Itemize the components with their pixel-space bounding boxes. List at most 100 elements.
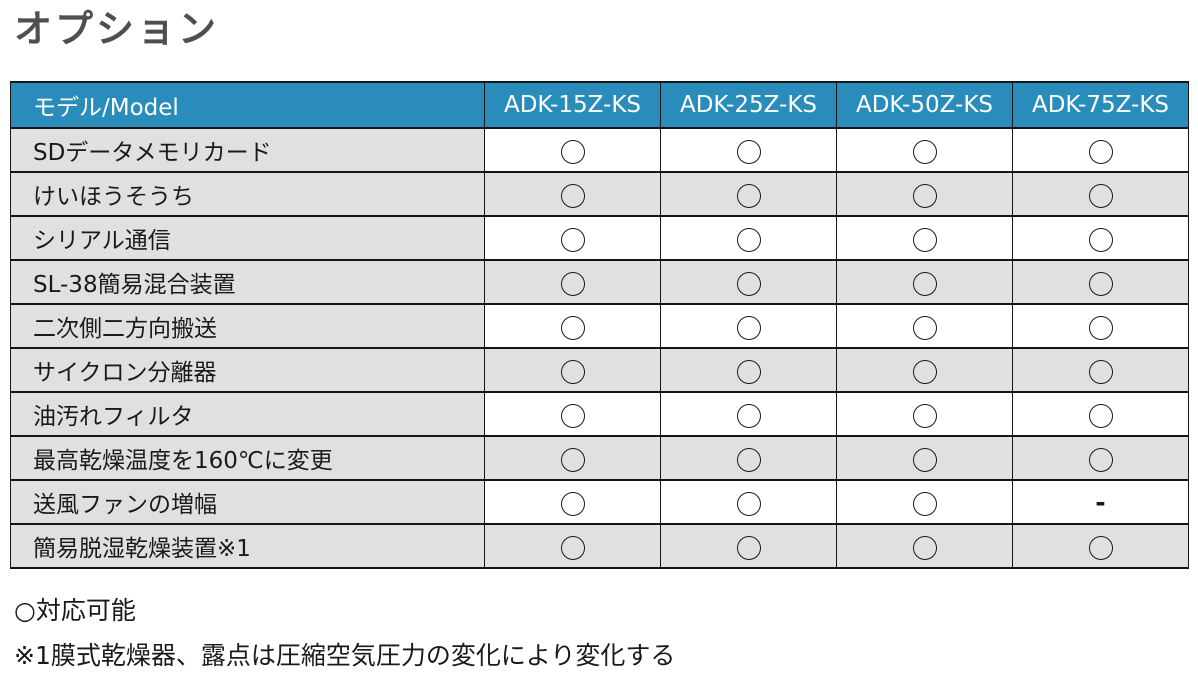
circle-available-icon <box>912 403 937 428</box>
cell-available <box>1012 347 1189 393</box>
table-row: 最高乾燥温度を160℃に変更 <box>10 435 1189 481</box>
page-title: オプション <box>14 7 220 51</box>
circle-available-icon <box>912 447 937 472</box>
legend-note: ※1膜式乾燥器、露点は圧縮空気圧力の変化により変化する <box>14 641 676 670</box>
cell-not-available: - <box>1012 479 1189 525</box>
cell-available <box>836 347 1013 393</box>
cell-available <box>836 215 1013 261</box>
table-row: けいほうそうち <box>10 171 1189 217</box>
cell-available <box>484 127 661 173</box>
legend: ○対応可能 ※1膜式乾燥器、露点は圧縮空気圧力の変化により変化する <box>14 594 1198 672</box>
cell-available <box>660 523 837 569</box>
circle-available-icon <box>1088 271 1113 296</box>
header-adk-75z-ks: ADK-75Z-KS <box>1012 81 1189 129</box>
circle-available-icon <box>912 491 937 516</box>
cell-available <box>484 303 661 349</box>
cell-available <box>836 171 1013 217</box>
header-adk-50z-ks: ADK-50Z-KS <box>836 81 1013 129</box>
cell-available <box>1012 127 1189 173</box>
cell-available <box>1012 435 1189 481</box>
cell-available <box>660 259 837 305</box>
cell-available <box>836 523 1013 569</box>
row-label: 送風ファンの増幅 <box>10 479 485 525</box>
circle-available-icon <box>560 227 585 252</box>
table-body: SDデータメモリカード けいほうそうち シリアル通信 SL-38簡易混合装置 二次側二方… <box>10 127 1189 569</box>
circle-available-icon <box>1088 227 1113 252</box>
row-label: SL-38簡易混合装置 <box>10 259 485 305</box>
row-label: 二次側二方向搬送 <box>10 303 485 349</box>
circle-available-icon <box>736 535 761 560</box>
cell-available <box>1012 523 1189 569</box>
cell-available <box>836 259 1013 305</box>
circle-available-icon <box>560 139 585 164</box>
cell-available <box>484 347 661 393</box>
circle-available-icon <box>736 271 761 296</box>
cell-available <box>660 479 837 525</box>
table-row: 油汚れフィルタ <box>10 391 1189 437</box>
row-label: シリアル通信 <box>10 215 485 261</box>
circle-available-icon <box>1088 403 1113 428</box>
circle-available-icon <box>912 271 937 296</box>
circle-available-icon <box>912 227 937 252</box>
cell-available <box>1012 215 1189 261</box>
options-table: モデル/Model ADK-15Z-KS ADK-25Z-KS ADK-50Z-KS A… <box>10 81 1189 569</box>
table-header: モデル/Model ADK-15Z-KS ADK-25Z-KS ADK-50Z-KS A… <box>10 81 1189 129</box>
circle-available-icon <box>1088 447 1113 472</box>
header-model: モデル/Model <box>10 81 485 129</box>
header-adk-15z-ks: ADK-15Z-KS <box>484 81 661 129</box>
cell-available <box>660 391 837 437</box>
circle-available-icon <box>912 139 937 164</box>
cell-available <box>836 127 1013 173</box>
cell-available <box>836 303 1013 349</box>
circle-available-icon <box>560 359 585 384</box>
cell-available <box>660 215 837 261</box>
table-row: 二次側二方向搬送 <box>10 303 1189 349</box>
row-label: SDデータメモリカード <box>10 127 485 173</box>
circle-available-icon <box>560 447 585 472</box>
circle-available-icon <box>736 403 761 428</box>
cell-available <box>836 391 1013 437</box>
circle-available-icon <box>1088 139 1113 164</box>
cell-available <box>1012 391 1189 437</box>
cell-available <box>484 479 661 525</box>
circle-available-icon <box>736 491 761 516</box>
circle-available-icon <box>1088 359 1113 384</box>
circle-available-icon <box>736 447 761 472</box>
cell-available <box>660 171 837 217</box>
circle-available-icon <box>736 227 761 252</box>
circle-available-icon <box>560 491 585 516</box>
circle-available-icon <box>912 535 937 560</box>
cell-available <box>1012 171 1189 217</box>
cell-available <box>836 479 1013 525</box>
circle-available-icon <box>560 183 585 208</box>
table-row: SL-38簡易混合装置 <box>10 259 1189 305</box>
cell-available <box>484 391 661 437</box>
circle-available-icon <box>1088 315 1113 340</box>
row-label: サイクロン分離器 <box>10 347 485 393</box>
cell-available <box>1012 303 1189 349</box>
cell-available <box>660 347 837 393</box>
circle-available-icon <box>736 315 761 340</box>
circle-available-icon <box>912 315 937 340</box>
page: オプション モデル/Model ADK-15Z-KS ADK-25Z-KS ADK-5… <box>0 6 1198 672</box>
table-header-row: モデル/Model ADK-15Z-KS ADK-25Z-KS ADK-50Z-KS A… <box>10 81 1189 129</box>
circle-available-icon <box>1088 535 1113 560</box>
circle-available-icon <box>560 271 585 296</box>
cell-available <box>660 303 837 349</box>
table-row: 送風ファンの増幅 - <box>10 479 1189 525</box>
cell-available <box>484 435 661 481</box>
cell-available <box>484 259 661 305</box>
cell-available <box>484 171 661 217</box>
circle-available-icon <box>912 183 937 208</box>
circle-available-icon <box>1088 183 1113 208</box>
circle-available-icon <box>736 359 761 384</box>
circle-available-icon <box>560 535 585 560</box>
row-label: 油汚れフィルタ <box>10 391 485 437</box>
circle-available-icon <box>560 315 585 340</box>
table-row: SDデータメモリカード <box>10 127 1189 173</box>
cell-available <box>836 435 1013 481</box>
cell-available <box>660 127 837 173</box>
cell-available <box>660 435 837 481</box>
cell-available <box>484 523 661 569</box>
circle-available-icon <box>560 403 585 428</box>
